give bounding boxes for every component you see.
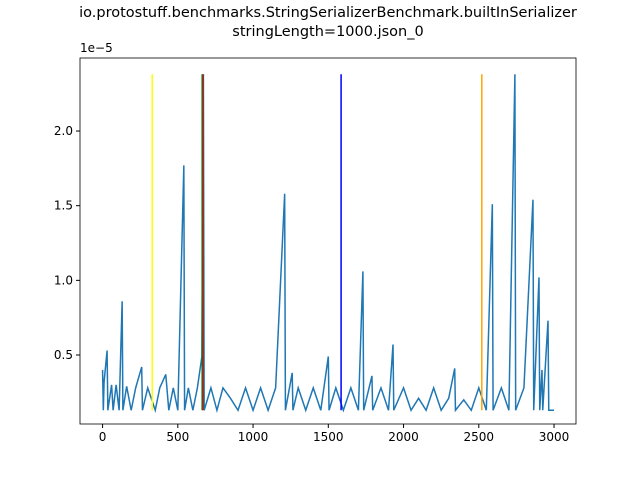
- x-tick-label: 0: [99, 430, 107, 444]
- x-tick-label: 1500: [313, 430, 344, 444]
- y-tick-label: 1.0: [54, 273, 73, 287]
- plot-frame: [79, 57, 577, 425]
- x-tick-label: 2000: [388, 430, 419, 444]
- x-tick-label: 1000: [238, 430, 269, 444]
- data-line: [101, 74, 555, 414]
- x-tick-label: 3000: [539, 430, 570, 444]
- x-tick-label: 2500: [464, 430, 495, 444]
- y-tick-label: 0.5: [54, 348, 73, 362]
- y-tick-label: 2.0: [54, 124, 73, 138]
- chart-subtitle: stringLength=1000.json_0: [232, 24, 423, 40]
- y-tick-label: 1.5: [54, 199, 73, 213]
- chart-title: io.protostuff.benchmarks.StringSerialize…: [79, 5, 577, 21]
- y-offset-label: 1e−5: [80, 41, 113, 55]
- x-tick-label: 500: [166, 430, 189, 444]
